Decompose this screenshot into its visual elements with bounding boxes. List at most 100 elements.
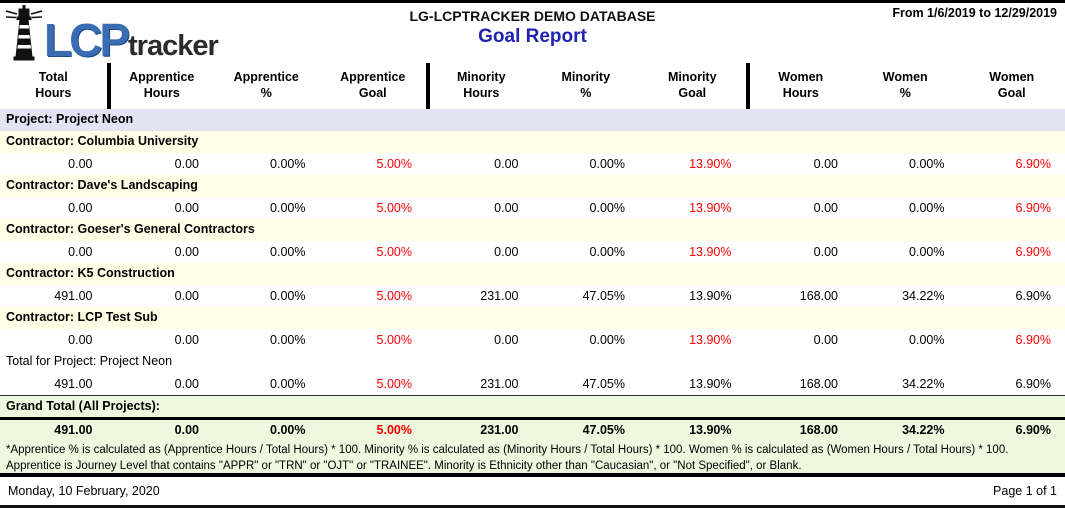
data-values-row: 0.00 0.00 0.00% 5.00% 0.00 0.00% 13.90% 0.00 0.0… [0, 153, 1065, 175]
column-header-line1: Apprentice [340, 70, 406, 85]
column-header-line2: Goal [997, 86, 1026, 100]
report-table-body: Project: Project Neon Contractor: Columbi… [0, 109, 1065, 439]
cell-apprentice-goal: 5.00% [376, 157, 412, 171]
footer-date: Monday, 10 February, 2020 [8, 484, 160, 498]
column-header-line1: Total [38, 70, 68, 85]
cell-apprentice-goal: 5.00% [376, 422, 412, 437]
cell-apprentice-goal: 5.00% [376, 201, 412, 215]
contractor-row: Contractor: LCP Test Sub [0, 307, 1065, 329]
cell-women-percent: 0.00% [909, 201, 945, 215]
footnote-line-1: *Apprentice % is calculated as (Apprenti… [6, 444, 1009, 456]
column-header-apprentice-goal: Apprentice Goal [320, 63, 427, 109]
column-header-line2: Goal [678, 86, 707, 100]
cell-apprentice-hours: 0.00 [174, 157, 199, 171]
cell-women-percent: 34.22% [902, 377, 945, 391]
column-header-line2: % [580, 86, 592, 100]
column-header-line1: Women [778, 70, 824, 85]
cell-total-hours: 491.00 [54, 422, 93, 437]
cell-apprentice-percent: 0.00% [270, 377, 306, 391]
cell-minority-goal: 13.90% [689, 245, 732, 259]
cell-minority-percent: 0.00% [589, 157, 625, 171]
cell-total-hours: 0.00 [68, 245, 93, 259]
cell-apprentice-percent: 0.00% [270, 422, 306, 437]
date-range: From 1/6/2019 to 12/29/2019 [892, 6, 1057, 20]
column-header-line1: Women [989, 70, 1035, 85]
cell-total-hours: 0.00 [68, 157, 93, 171]
cell-women-goal: 6.90% [1015, 377, 1051, 391]
project-total-row: Total for Project: Project Neon [0, 351, 1065, 373]
column-header-apprentice-hours: Apprentice Hours [106, 63, 214, 109]
column-header-line2: Hours [143, 86, 180, 100]
cell-women-hours: 168.00 [799, 422, 838, 437]
lighthouse-icon [6, 5, 44, 61]
contractor-row: Contractor: K5 Construction [0, 263, 1065, 285]
cell-apprentice-hours: 0.00 [174, 422, 199, 437]
cell-apprentice-hours: 0.00 [174, 201, 199, 215]
data-values-row: 0.00 0.00 0.00% 5.00% 0.00 0.00% 13.90% 0.00 0.0… [0, 197, 1065, 219]
column-header-line2: Hours [782, 86, 819, 100]
cell-minority-goal: 13.90% [689, 333, 732, 347]
cell-women-goal: 6.90% [1015, 333, 1051, 347]
cell-apprentice-percent: 0.00% [270, 157, 306, 171]
footnote: *Apprentice % is calculated as (Apprenti… [0, 439, 1065, 477]
column-header-total-hours: Total Hours [0, 63, 107, 109]
footnote-line-2: Apprentice is Journey Level that contain… [6, 459, 802, 472]
column-header-women-goal: Women Goal [959, 63, 1065, 109]
cell-minority-percent: 47.05% [582, 377, 625, 391]
cell-minority-hours: 0.00 [494, 157, 519, 171]
cell-apprentice-goal: 5.00% [376, 377, 412, 391]
cell-women-hours: 168.00 [799, 377, 838, 391]
data-values-row: 491.00 0.00 0.00% 5.00% 231.00 47.05% 13.90% 16… [0, 285, 1065, 307]
project-row: Project: Project Neon [0, 109, 1065, 131]
report-title: Goal Report [478, 26, 587, 47]
column-header-line2: Hours [35, 86, 72, 100]
contractor-row: Contractor: Dave's Landscaping [0, 175, 1065, 197]
cell-minority-hours: 231.00 [480, 289, 519, 303]
cell-women-hours: 0.00 [813, 157, 838, 171]
cell-women-hours: 168.00 [799, 289, 838, 303]
contractor-row: Contractor: Goeser's General Contractors [0, 219, 1065, 241]
report-titles: LG-LCPTRACKER DEMO DATABASE Goal Report [0, 3, 1065, 48]
grand-total-row: Grand Total (All Projects): [0, 395, 1065, 417]
cell-apprentice-goal: 5.00% [376, 289, 412, 303]
footer-page-number: Page 1 of 1 [993, 484, 1057, 498]
cell-minority-goal: 13.90% [689, 157, 732, 171]
cell-apprentice-goal: 5.00% [376, 245, 412, 259]
cell-minority-hours: 231.00 [480, 377, 519, 391]
cell-women-goal: 6.90% [1015, 422, 1051, 437]
cell-minority-hours: 231.00 [480, 422, 519, 437]
column-headers-row: Total Hours Apprentice Hours Apprentice% Appr… [0, 63, 1065, 109]
cell-women-percent: 34.22% [902, 422, 945, 437]
cell-women-hours: 0.00 [813, 201, 838, 215]
grand-total-values-row: 491.00 0.00 0.00% 5.00% 231.00 47.05% 13.90% 16… [0, 417, 1065, 439]
column-header-line1: Women [882, 70, 928, 85]
cell-apprentice-percent: 0.00% [270, 289, 306, 303]
column-header-line1: Minority [456, 70, 506, 85]
cell-women-percent: 0.00% [909, 333, 945, 347]
cell-apprentice-hours: 0.00 [174, 245, 199, 259]
cell-minority-percent: 0.00% [589, 333, 625, 347]
column-header-line2: % [899, 86, 911, 100]
cell-minority-percent: 47.05% [582, 289, 625, 303]
logo-text-lcp: LCP [44, 13, 130, 66]
cell-minority-goal: 13.90% [689, 201, 732, 215]
cell-apprentice-goal: 5.00% [376, 333, 412, 347]
cell-minority-percent: 0.00% [589, 245, 625, 259]
database-title: LG-LCPTRACKER DEMO DATABASE [409, 8, 656, 24]
column-header-line1: Minority [667, 70, 717, 85]
cell-women-goal: 6.90% [1015, 201, 1051, 215]
cell-apprentice-percent: 0.00% [270, 201, 306, 215]
column-header-apprentice-percent: Apprentice% [213, 63, 320, 109]
cell-women-goal: 6.90% [1015, 289, 1051, 303]
cell-women-goal: 6.90% [1015, 245, 1051, 259]
cell-minority-hours: 0.00 [494, 201, 519, 215]
cell-women-hours: 0.00 [813, 245, 838, 259]
column-header-minority-hours: Minority Hours [426, 63, 533, 109]
column-header-line1: Apprentice [129, 70, 195, 85]
lcptracker-logo: LCP tracker [6, 5, 219, 66]
column-header-line2: Goal [358, 86, 387, 100]
cell-minority-hours: 0.00 [494, 333, 519, 347]
cell-apprentice-hours: 0.00 [174, 377, 199, 391]
column-header-women-hours: Women Hours [745, 63, 853, 109]
cell-women-percent: 34.22% [902, 289, 945, 303]
